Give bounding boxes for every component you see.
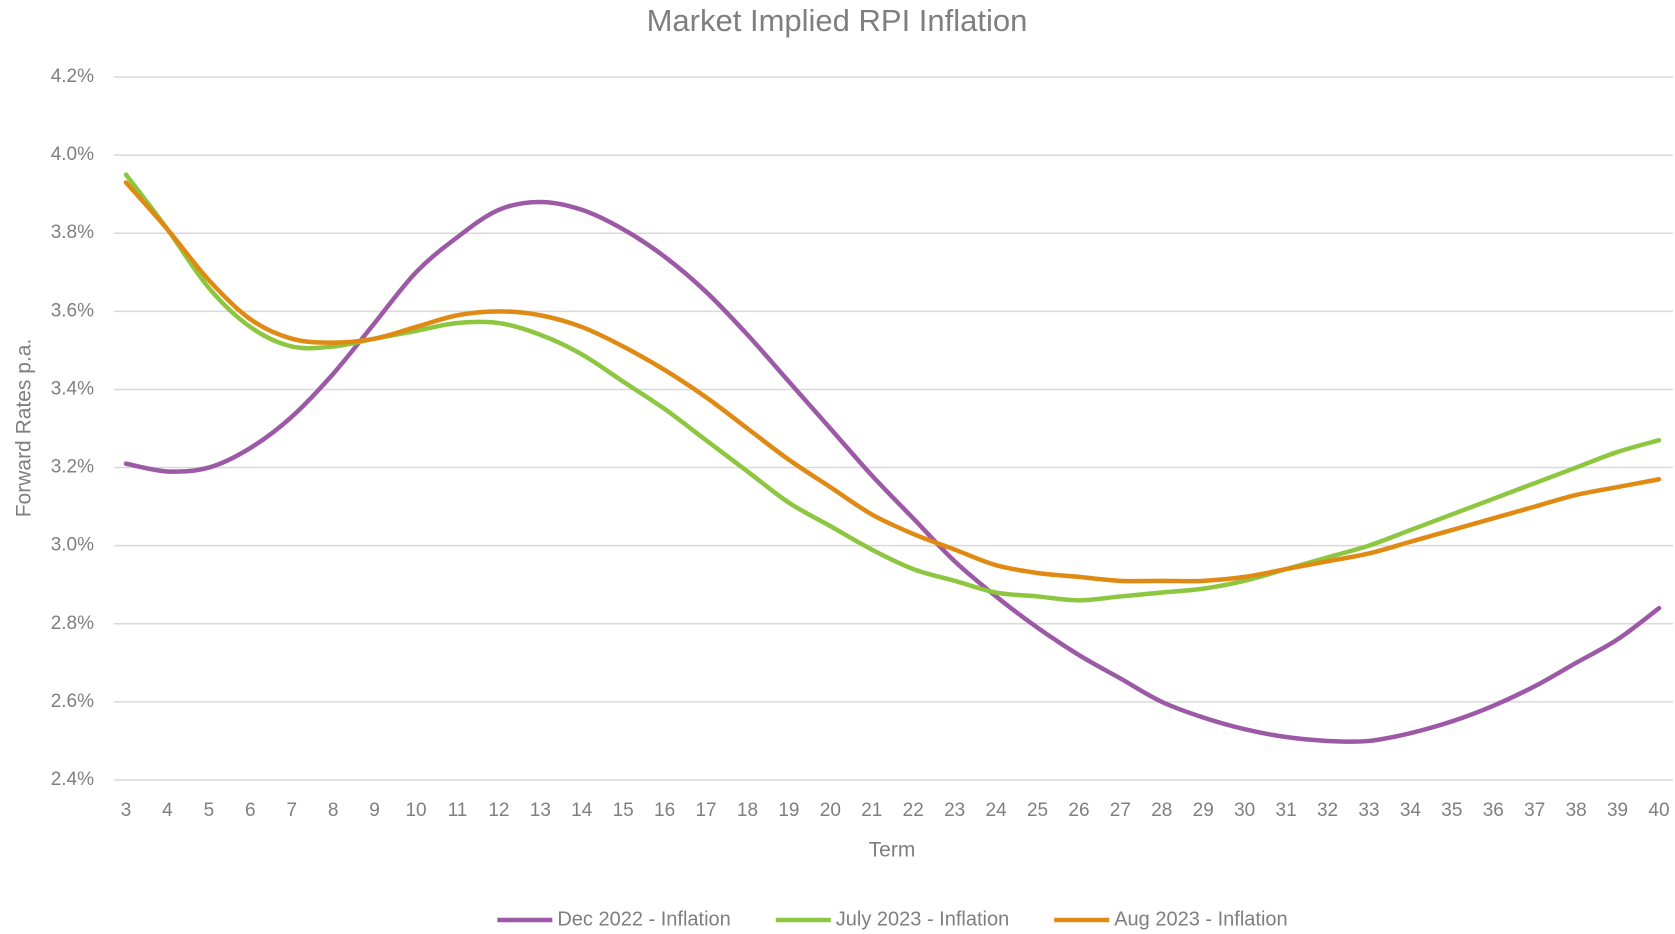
x-tick-label: 27 <box>1110 800 1131 821</box>
x-tick-label: 21 <box>861 800 882 821</box>
x-tick-label: 4 <box>162 800 173 821</box>
x-tick-label: 39 <box>1607 800 1628 821</box>
x-tick-label: 33 <box>1358 800 1379 821</box>
x-tick-label: 36 <box>1483 800 1504 821</box>
x-tick-label: 29 <box>1193 800 1214 821</box>
x-tick-label: 34 <box>1400 800 1422 821</box>
legend-label: Dec 2022 - Inflation <box>557 908 730 930</box>
x-tick-label: 26 <box>1068 800 1089 821</box>
x-tick-label: 7 <box>286 800 297 821</box>
y-tick-label: 3.2% <box>51 457 94 478</box>
x-tick-label: 3 <box>121 800 132 821</box>
x-tick-label: 30 <box>1234 800 1255 821</box>
y-tick-label: 2.8% <box>51 613 94 634</box>
x-tick-label: 24 <box>986 800 1008 821</box>
series-line <box>123 180 1662 584</box>
x-tick-label: 18 <box>737 800 758 821</box>
x-tick-label: 40 <box>1648 800 1669 821</box>
x-tick-label: 15 <box>613 800 634 821</box>
y-tick-label: 4.2% <box>51 66 94 87</box>
x-tick-label: 37 <box>1524 800 1545 821</box>
x-tick-label: 25 <box>1027 800 1048 821</box>
x-tick-label: 31 <box>1276 800 1297 821</box>
x-tick-label: 23 <box>944 800 965 821</box>
x-tick-label: 10 <box>405 800 426 821</box>
x-tick-label: 16 <box>654 800 675 821</box>
y-tick-label: 3.4% <box>51 378 94 399</box>
x-tick-label: 28 <box>1151 800 1172 821</box>
y-tick-label: 2.6% <box>51 691 94 712</box>
legend-label: July 2023 - Inflation <box>836 908 1009 930</box>
x-tick-label: 11 <box>448 800 468 821</box>
x-tick-label: 38 <box>1566 800 1587 821</box>
x-tick-label: 5 <box>204 800 215 821</box>
x-tick-label: 13 <box>530 800 551 821</box>
x-tick-label: 19 <box>778 800 799 821</box>
y-axis-title: Forward Rates p.a. <box>13 339 36 518</box>
y-tick-label: 3.8% <box>51 222 94 243</box>
y-tick-label: 2.4% <box>51 769 94 790</box>
x-tick-label: 35 <box>1441 800 1462 821</box>
series-line <box>123 199 1662 744</box>
legend-label: Aug 2023 - Inflation <box>1114 908 1287 930</box>
x-axis-title: Term <box>869 839 916 862</box>
x-tick-label: 22 <box>903 800 924 821</box>
x-tick-label: 8 <box>328 800 339 821</box>
y-tick-label: 3.6% <box>51 300 94 321</box>
x-tick-label: 32 <box>1317 800 1338 821</box>
x-tick-label: 20 <box>820 800 841 821</box>
y-tick-label: 4.0% <box>51 144 94 165</box>
x-tick-label: 12 <box>488 800 509 821</box>
x-tick-label: 14 <box>571 800 593 821</box>
chart-title: Market Implied RPI Inflation <box>647 3 1028 38</box>
x-tick-label: 9 <box>369 800 380 821</box>
x-tick-label: 6 <box>245 800 256 821</box>
y-tick-label: 3.0% <box>51 535 94 556</box>
x-tick-label: 17 <box>695 800 716 821</box>
